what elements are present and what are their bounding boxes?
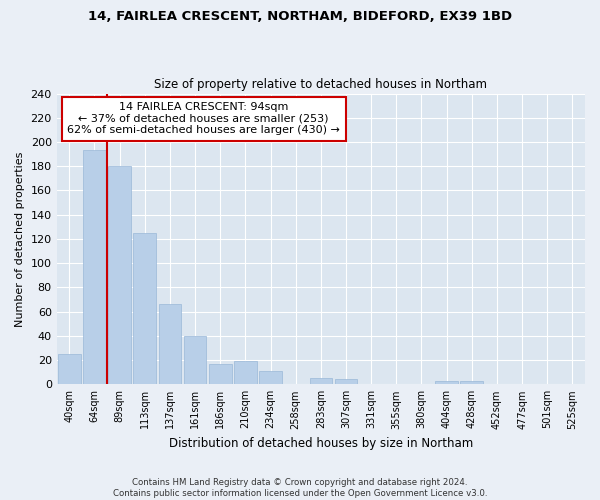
Title: Size of property relative to detached houses in Northam: Size of property relative to detached ho… [154, 78, 487, 91]
Bar [335, 380, 358, 384]
Bar [83, 150, 106, 384]
Text: Contains HM Land Registry data © Crown copyright and database right 2024.
Contai: Contains HM Land Registry data © Crown c… [113, 478, 487, 498]
Bar [58, 354, 80, 384]
Bar [133, 233, 156, 384]
Bar [108, 166, 131, 384]
X-axis label: Distribution of detached houses by size in Northam: Distribution of detached houses by size … [169, 437, 473, 450]
Y-axis label: Number of detached properties: Number of detached properties [15, 151, 25, 326]
Text: 14, FAIRLEA CRESCENT, NORTHAM, BIDEFORD, EX39 1BD: 14, FAIRLEA CRESCENT, NORTHAM, BIDEFORD,… [88, 10, 512, 23]
Bar [259, 371, 282, 384]
Text: 14 FAIRLEA CRESCENT: 94sqm
← 37% of detached houses are smaller (253)
62% of sem: 14 FAIRLEA CRESCENT: 94sqm ← 37% of deta… [67, 102, 340, 136]
Bar [460, 380, 483, 384]
Bar [234, 362, 257, 384]
Bar [436, 380, 458, 384]
Bar [158, 304, 181, 384]
Bar [310, 378, 332, 384]
Bar [184, 336, 206, 384]
Bar [209, 364, 232, 384]
